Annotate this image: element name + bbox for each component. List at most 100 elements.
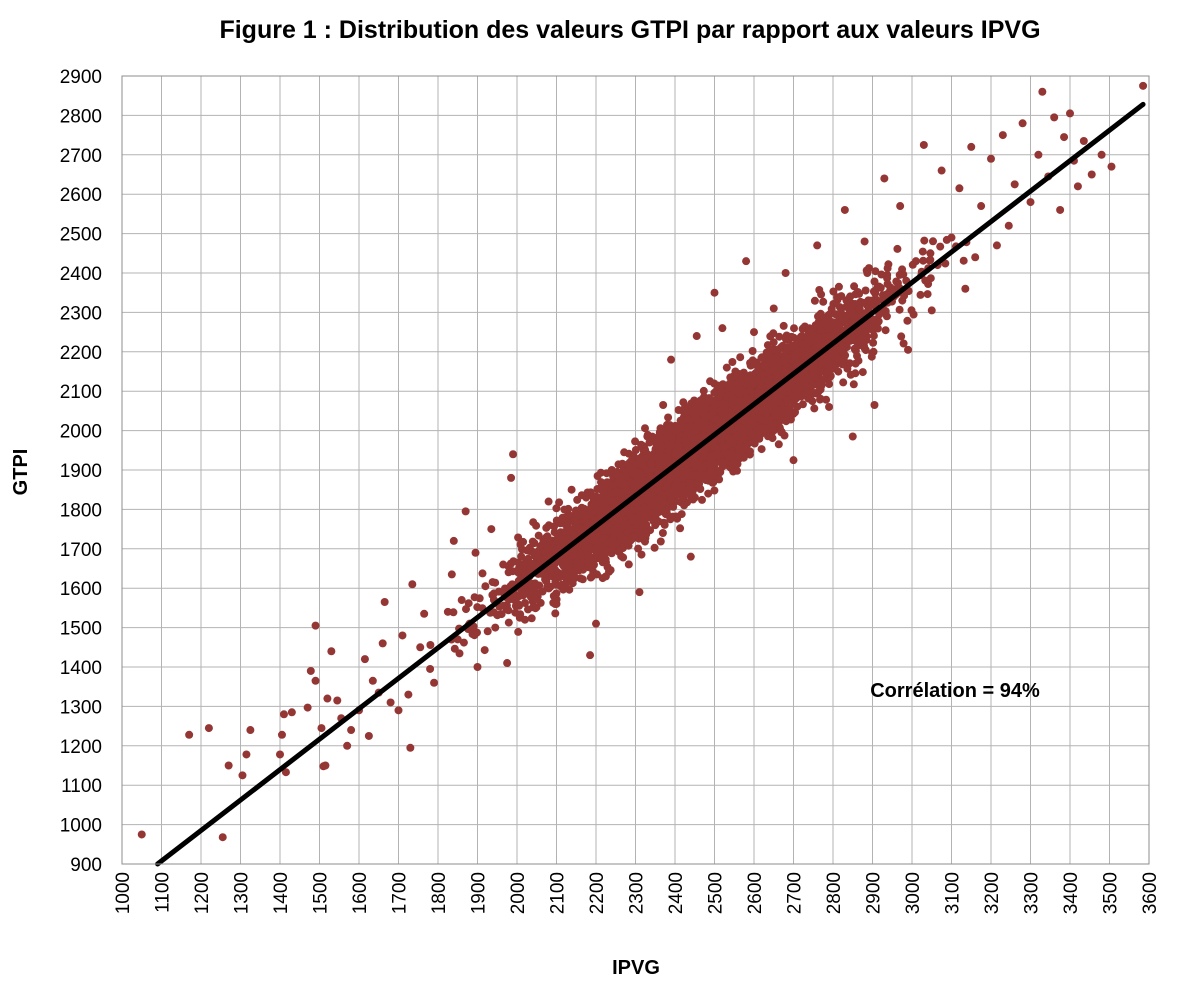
data-point: [797, 332, 806, 340]
data-point: [691, 404, 700, 413]
data-point: [609, 525, 618, 534]
data-point: [530, 595, 539, 604]
data-point: [800, 369, 809, 378]
data-point: [800, 322, 809, 331]
data-point: [800, 380, 808, 389]
data-point: [736, 353, 745, 362]
data-point: [875, 310, 884, 319]
data-point: [881, 326, 890, 335]
data-point: [808, 381, 817, 389]
data-point: [478, 569, 487, 578]
data-point: [839, 378, 848, 387]
data-point: [728, 358, 737, 366]
data-point: [718, 380, 727, 389]
data-point: [587, 544, 596, 553]
data-point: [810, 404, 819, 413]
data-point: [677, 510, 686, 519]
data-point: [817, 381, 826, 390]
data-point: [596, 468, 605, 477]
data-point: [871, 267, 880, 276]
data-point: [497, 610, 506, 619]
data-point: [542, 577, 551, 586]
data-point: [877, 270, 886, 279]
data-point: [624, 560, 633, 569]
data-point: [525, 543, 534, 552]
data-point: [645, 451, 654, 460]
data-point: [586, 573, 595, 582]
data-point: [873, 296, 882, 305]
data-point: [771, 345, 780, 354]
data-point: [853, 288, 862, 296]
data-point: [514, 568, 522, 577]
data-point: [926, 249, 935, 258]
data-point: [513, 599, 522, 608]
data-point: [455, 649, 464, 658]
data-point: [787, 342, 796, 351]
data-point: [521, 599, 529, 607]
data-point: [732, 369, 741, 378]
data-point: [532, 521, 541, 530]
data-point: [555, 517, 564, 526]
data-point: [459, 638, 468, 647]
data-point: [666, 515, 675, 524]
data-point: [506, 559, 515, 568]
data-point: [551, 609, 560, 618]
data-point: [490, 589, 498, 598]
data-point: [851, 359, 860, 368]
data-point: [862, 336, 871, 345]
data-point: [800, 351, 809, 360]
data-point: [651, 508, 659, 517]
data-point: [596, 541, 605, 550]
data-point: [929, 237, 937, 246]
data-point: [869, 338, 878, 347]
data-point: [555, 498, 564, 507]
data-point: [855, 305, 864, 313]
data-point: [656, 537, 665, 546]
data-point: [483, 627, 492, 636]
data-point: [592, 492, 601, 501]
data-point: [829, 287, 838, 296]
data-point: [593, 570, 601, 579]
data-point: [909, 310, 918, 319]
data-point: [755, 406, 763, 415]
data-point: [764, 416, 773, 425]
data-point: [923, 290, 932, 299]
data-point: [589, 532, 598, 541]
data-point: [874, 282, 883, 291]
data-point: [540, 570, 548, 579]
data-point: [698, 495, 706, 504]
data-point: [869, 331, 878, 340]
data-point: [783, 412, 792, 421]
data-point: [846, 292, 854, 301]
chart-title: Figure 1 : Distribution des valeurs GTPI…: [219, 16, 1040, 44]
data-point: [514, 533, 523, 542]
data-point: [861, 286, 870, 295]
data-point: [634, 544, 643, 553]
data-point: [499, 601, 508, 610]
data-point: [810, 296, 819, 305]
data-point: [745, 450, 754, 459]
data-point: [514, 627, 523, 636]
data-point: [710, 486, 719, 495]
data-point: [631, 437, 640, 446]
data-point: [641, 424, 649, 433]
data-point: [527, 614, 536, 623]
data-point: [897, 332, 906, 341]
data-point: [641, 537, 649, 546]
data-point: [560, 505, 569, 514]
data-point: [733, 466, 741, 475]
data-point: [847, 306, 856, 315]
data-point: [791, 408, 799, 417]
data-points: [137, 81, 1148, 842]
data-point: [873, 324, 882, 333]
data-point: [775, 332, 784, 341]
data-point: [615, 548, 624, 557]
data-point: [850, 282, 859, 291]
data-point: [504, 618, 513, 627]
data-point: [664, 413, 673, 422]
data-point: [709, 424, 718, 432]
data-point: [620, 448, 629, 457]
data-point: [918, 247, 927, 256]
data-point: [819, 297, 828, 306]
data-point: [480, 646, 489, 655]
